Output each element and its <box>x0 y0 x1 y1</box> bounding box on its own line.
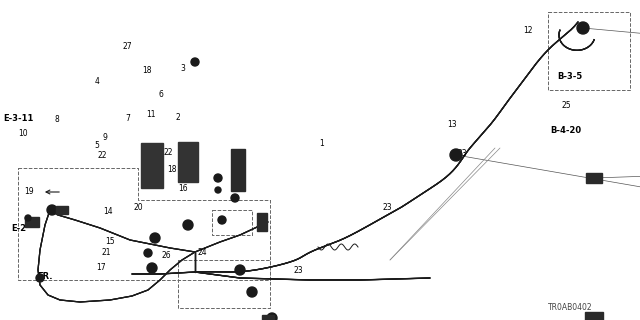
Text: E-3-11: E-3-11 <box>3 114 33 123</box>
Text: 14: 14 <box>104 207 113 216</box>
Text: 16: 16 <box>179 184 188 193</box>
Text: 9: 9 <box>102 133 108 142</box>
Bar <box>585 312 603 320</box>
Circle shape <box>191 58 199 66</box>
Circle shape <box>214 174 222 182</box>
Text: 22: 22 <box>97 151 107 160</box>
Text: 13: 13 <box>447 120 456 129</box>
Text: 27: 27 <box>123 42 132 51</box>
Circle shape <box>218 216 226 224</box>
Circle shape <box>25 215 31 221</box>
Circle shape <box>147 263 157 273</box>
Circle shape <box>235 265 245 275</box>
Text: 2: 2 <box>175 113 180 122</box>
Bar <box>257 213 267 231</box>
Circle shape <box>47 205 57 215</box>
Text: 7: 7 <box>125 114 131 123</box>
Text: 3: 3 <box>180 64 186 73</box>
Text: 5: 5 <box>95 141 100 150</box>
Text: 15: 15 <box>106 237 115 246</box>
Bar <box>178 142 198 182</box>
Text: B-3-5: B-3-5 <box>557 72 582 81</box>
Text: 11: 11 <box>146 110 156 119</box>
Text: 24: 24 <box>197 248 207 257</box>
Circle shape <box>150 233 160 243</box>
Bar <box>25 217 39 227</box>
Text: 26: 26 <box>161 252 171 260</box>
Text: 25: 25 <box>562 101 572 110</box>
Text: 8: 8 <box>54 116 59 124</box>
Text: 18: 18 <box>142 66 152 75</box>
Circle shape <box>247 287 257 297</box>
Text: TR0AB0402: TR0AB0402 <box>548 303 593 312</box>
Text: 22: 22 <box>163 148 173 157</box>
Text: 23: 23 <box>293 266 303 275</box>
Text: 6: 6 <box>158 90 163 99</box>
Circle shape <box>267 313 277 320</box>
Text: 12: 12 <box>524 26 533 35</box>
Text: 19: 19 <box>24 188 34 196</box>
Text: 20: 20 <box>133 203 143 212</box>
Bar <box>586 173 602 183</box>
Circle shape <box>144 249 152 257</box>
Bar <box>56 206 68 214</box>
Text: 1: 1 <box>319 140 323 148</box>
Circle shape <box>231 194 239 202</box>
Text: B-4-20: B-4-20 <box>550 126 582 135</box>
Circle shape <box>183 220 193 230</box>
Text: 23: 23 <box>383 204 392 212</box>
Text: E-2: E-2 <box>12 224 27 233</box>
Text: 21: 21 <box>101 248 111 257</box>
Text: 10: 10 <box>18 129 28 138</box>
Text: FR.: FR. <box>37 272 52 281</box>
Circle shape <box>577 22 589 34</box>
Text: 17: 17 <box>96 263 106 272</box>
Circle shape <box>36 274 44 282</box>
Bar <box>141 142 163 188</box>
Text: 4: 4 <box>95 77 100 86</box>
Text: 18: 18 <box>168 165 177 174</box>
Circle shape <box>450 149 462 161</box>
Text: 23: 23 <box>458 149 467 158</box>
Bar <box>262 315 274 320</box>
Bar <box>231 149 245 191</box>
Circle shape <box>215 187 221 193</box>
